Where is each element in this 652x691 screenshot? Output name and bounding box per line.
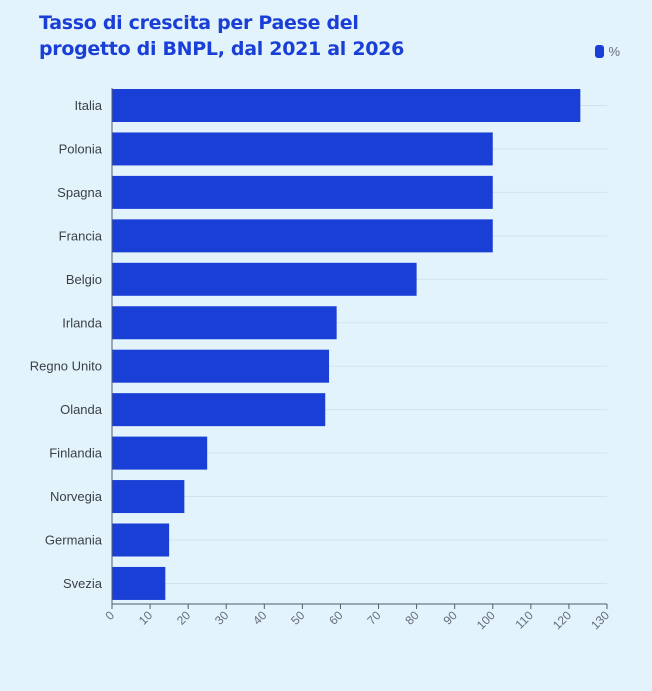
x-tick-label: 100 xyxy=(474,608,498,632)
category-label: Polonia xyxy=(59,141,103,156)
x-tick-label: 80 xyxy=(402,608,422,628)
bar-olanda xyxy=(112,393,326,427)
x-tick-label: 90 xyxy=(440,608,460,628)
bar-finlandia xyxy=(112,436,208,470)
chart-title: Tasso di crescita per Paese del progetto… xyxy=(39,10,509,62)
bar-germania xyxy=(112,523,170,557)
category-label: Italia xyxy=(75,98,103,113)
bar-layer xyxy=(112,89,581,600)
x-tick-label: 50 xyxy=(288,608,308,628)
legend-swatch xyxy=(595,45,605,58)
chart-title-line1: Tasso di crescita per Paese del xyxy=(39,12,359,34)
category-label: Spagna xyxy=(57,185,103,200)
category-label: Finlandia xyxy=(49,446,103,461)
category-label: Francia xyxy=(59,228,103,243)
x-tick-label: 30 xyxy=(212,608,232,628)
category-label: Norvegia xyxy=(50,489,103,504)
axis-layer xyxy=(111,88,608,609)
label-layer: Italia Polonia Spagna Francia Belgio Irlanda R… xyxy=(30,98,613,632)
category-label: Belgio xyxy=(66,272,102,287)
chart-legend: % xyxy=(595,44,620,59)
category-label: Irlanda xyxy=(62,315,103,330)
bar-irlanda xyxy=(112,306,337,340)
category-label: Regno Unito xyxy=(30,359,102,374)
bar-polonia xyxy=(112,132,493,166)
legend-label: % xyxy=(608,44,620,59)
category-label: Svezia xyxy=(63,576,103,591)
x-tick-label: 70 xyxy=(364,608,384,628)
bar-regno-unito xyxy=(112,349,330,383)
bar-francia xyxy=(112,219,493,253)
category-label: Germania xyxy=(45,533,103,548)
bar-norvegia xyxy=(112,480,185,514)
x-tick-label: 110 xyxy=(513,608,537,632)
bar-spagna xyxy=(112,175,493,209)
x-tick-label: 0 xyxy=(102,608,117,623)
x-tick-label: 10 xyxy=(136,608,156,628)
x-tick-label: 40 xyxy=(250,608,270,628)
x-tick-label: 130 xyxy=(588,608,612,632)
chart-title-line2: progetto di BNPL, dal 2021 al 2026 xyxy=(39,38,404,60)
x-tick-label: 20 xyxy=(174,608,194,628)
x-tick-label: 60 xyxy=(326,608,346,628)
bar-svezia xyxy=(112,566,166,600)
bar-belgio xyxy=(112,262,417,296)
category-label: Olanda xyxy=(60,402,103,417)
bar-italia xyxy=(112,89,581,122)
x-tick-label: 120 xyxy=(550,608,574,632)
